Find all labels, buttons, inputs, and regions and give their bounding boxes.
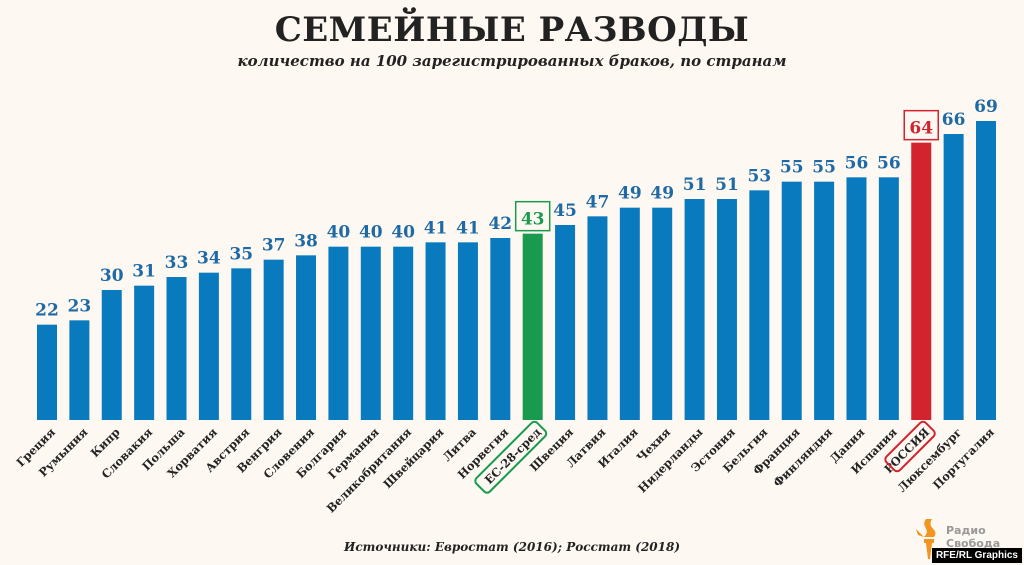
value-label: 30: [100, 266, 124, 286]
value-label: 37: [262, 236, 286, 256]
value-label: 49: [650, 184, 674, 204]
bar: [328, 246, 349, 420]
value-label: 47: [586, 192, 610, 212]
value-highlight-box: [514, 200, 551, 232]
bar: [425, 242, 446, 420]
value-label: 23: [68, 296, 92, 316]
bar: [231, 268, 252, 420]
value-label: 31: [132, 262, 156, 282]
bar: [684, 199, 705, 420]
category-highlight-box: [474, 420, 548, 494]
value-label: 34: [197, 249, 221, 269]
value-label: 49: [618, 184, 642, 204]
bar: [555, 225, 576, 420]
value-label: 69: [974, 97, 998, 117]
value-label: 53: [748, 166, 772, 186]
chart-subtitle: количество на 100 зарегистрированных бра…: [237, 52, 787, 70]
value-label: 40: [391, 223, 415, 243]
value-label: 56: [877, 153, 901, 173]
bar: [393, 246, 414, 420]
value-label: 55: [780, 158, 804, 178]
torch-logo-icon: [916, 519, 936, 559]
bar: [878, 177, 899, 420]
value-label: 51: [715, 175, 739, 195]
value-label: 35: [229, 244, 253, 264]
value-label: 33: [165, 253, 189, 273]
bar: [490, 238, 511, 420]
bar: [37, 324, 57, 420]
bar: [619, 207, 640, 420]
bar: [457, 242, 478, 420]
value-label: 40: [327, 223, 351, 243]
value-label: 66: [942, 110, 966, 130]
bar: [652, 207, 673, 420]
value-label: 22: [35, 301, 59, 321]
bar: [134, 285, 155, 420]
bar: [716, 199, 737, 420]
value-label: 56: [845, 153, 869, 173]
value-label: 43: [521, 210, 545, 230]
bar: [814, 181, 835, 420]
bar: [522, 233, 543, 420]
bar: [846, 177, 867, 420]
value-highlight-box: [903, 109, 939, 141]
bar: [101, 290, 122, 420]
value-label: 64: [909, 119, 933, 139]
bar: [943, 134, 964, 420]
bar: [781, 181, 802, 420]
source-note: Источники: Евростат (2016); Росстат (201…: [343, 540, 681, 554]
value-label: 38: [294, 231, 318, 251]
logo-text: Радио Свобода: [946, 524, 1001, 550]
category-highlight-box: [884, 420, 936, 473]
bar: [749, 190, 770, 420]
bar: [976, 121, 996, 420]
bar: [587, 216, 608, 420]
value-label: 55: [812, 158, 836, 178]
chart-title: СЕМЕЙНЫЕ РАЗВОДЫ: [274, 10, 750, 50]
value-label: 45: [553, 201, 577, 221]
value-label: 41: [456, 218, 480, 238]
bar: [69, 320, 90, 420]
value-label: 41: [424, 218, 448, 238]
bar: [166, 277, 187, 420]
bar: [198, 272, 219, 420]
bar: [911, 142, 932, 420]
bar: [263, 259, 284, 420]
value-label: 51: [683, 175, 707, 195]
value-label: 40: [359, 223, 383, 243]
value-label: 42: [488, 214, 512, 234]
rferl-graphics-badge: RFE/RL Graphics: [931, 548, 1022, 563]
bar: [360, 246, 381, 420]
bar: [296, 255, 317, 420]
